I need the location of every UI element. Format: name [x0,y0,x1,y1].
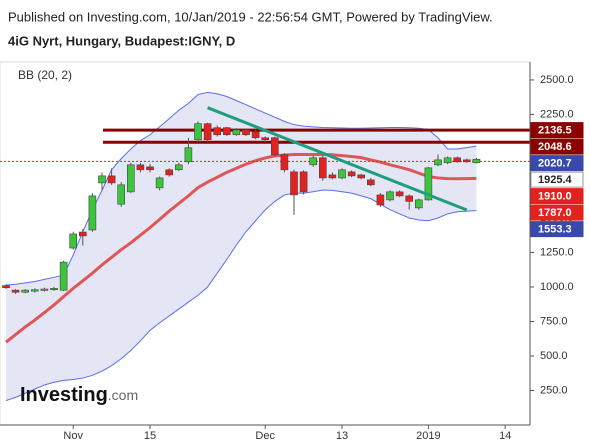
candle-body [309,157,318,166]
price-label: 2136.5 [538,125,572,137]
price-label: 1925.4 [538,174,573,186]
candle-body [30,289,39,292]
candle-body [462,159,471,163]
candle-body [21,289,30,293]
price-label-box [530,221,584,238]
price-label: 1553.3 [538,224,572,236]
candle-body [155,177,164,189]
candle-body [2,285,10,288]
candle-body [395,191,404,197]
y-tick-label: 750.0 [540,315,568,327]
indicator-label: BB (20, 2) [18,68,72,82]
candle-body [414,199,423,209]
x-tick-label: 15 [144,430,156,442]
candle-body [270,137,279,156]
price-label-box [530,122,584,139]
candle-body [405,195,414,202]
candle-body [472,158,481,164]
candle-body [242,129,250,136]
middle-band [5,152,477,344]
candle-body [386,191,394,201]
y-tick-label: 250.0 [540,384,568,396]
trend-line [207,106,468,212]
candle-body [223,127,231,136]
price-label-box [530,188,584,205]
x-tick-label: 14 [499,430,511,442]
candle-body [232,129,241,136]
candle-body [79,231,87,237]
logo-suffix: .com [108,387,138,403]
x-tick-label: 2019 [416,430,440,442]
candle-body [136,164,145,171]
price-label: 2048.6 [538,141,572,153]
price-label-box [530,171,584,188]
candle-body [261,137,270,141]
plot [0,91,530,402]
candle-body [366,179,375,186]
chart-title: 4iG Nyrt, Hungary, Budapest:IGNY, D [8,33,235,48]
candle-body [69,233,77,249]
y-tick-label: 2500.0 [540,74,574,86]
logo: Investing.com [20,384,138,406]
candle-body [127,164,135,193]
candle-body [40,288,49,291]
x-tick-label: Dec [255,430,275,442]
upper-band [5,91,477,286]
candle-body [11,289,20,293]
y-tick-label: 2250.0 [540,108,574,120]
candle-body [338,169,346,179]
candle-body [88,195,97,231]
band-fill [6,92,477,401]
candle-body [443,157,452,164]
candle-body [299,171,308,193]
candle-body [376,194,385,206]
candle-body [434,159,442,166]
candle-body [194,123,202,141]
candle-body [280,154,289,171]
candle-body [184,147,193,163]
y-tick-label: 1000.0 [540,281,574,293]
candle-body [98,175,106,184]
candle-body [213,127,221,136]
y-tick-label: 1250.0 [540,246,574,258]
candle-body [318,157,327,179]
candle-body [107,175,116,184]
candle-body [290,171,298,196]
price-label-box [530,155,584,172]
logo-brand: Investing [20,384,108,406]
candle-body [50,288,58,291]
price-label: 2020.7 [538,158,572,170]
candle-body [357,174,366,179]
price-label-box [530,138,584,155]
candle-body [328,174,337,179]
candle-body [59,261,68,291]
candle-body [251,131,260,139]
candle-body [203,123,212,141]
candle-body [347,171,356,177]
x-tick-label: 13 [336,430,348,442]
candle-body [424,167,433,201]
candle-body [175,164,183,171]
lower-band [5,189,477,402]
price-label-box [530,204,584,221]
candle-body [146,166,154,171]
candle-body [117,184,125,205]
price-label: 1787.0 [538,207,572,219]
candle-body [165,169,173,176]
price-label: 1910.0 [538,191,572,203]
chart-subtitle: Published on Investing.com, 10/Jan/2019 … [8,9,493,24]
y-tick-label: 500.0 [540,350,568,362]
candle-body [453,157,462,163]
x-tick-label: Nov [63,430,83,442]
